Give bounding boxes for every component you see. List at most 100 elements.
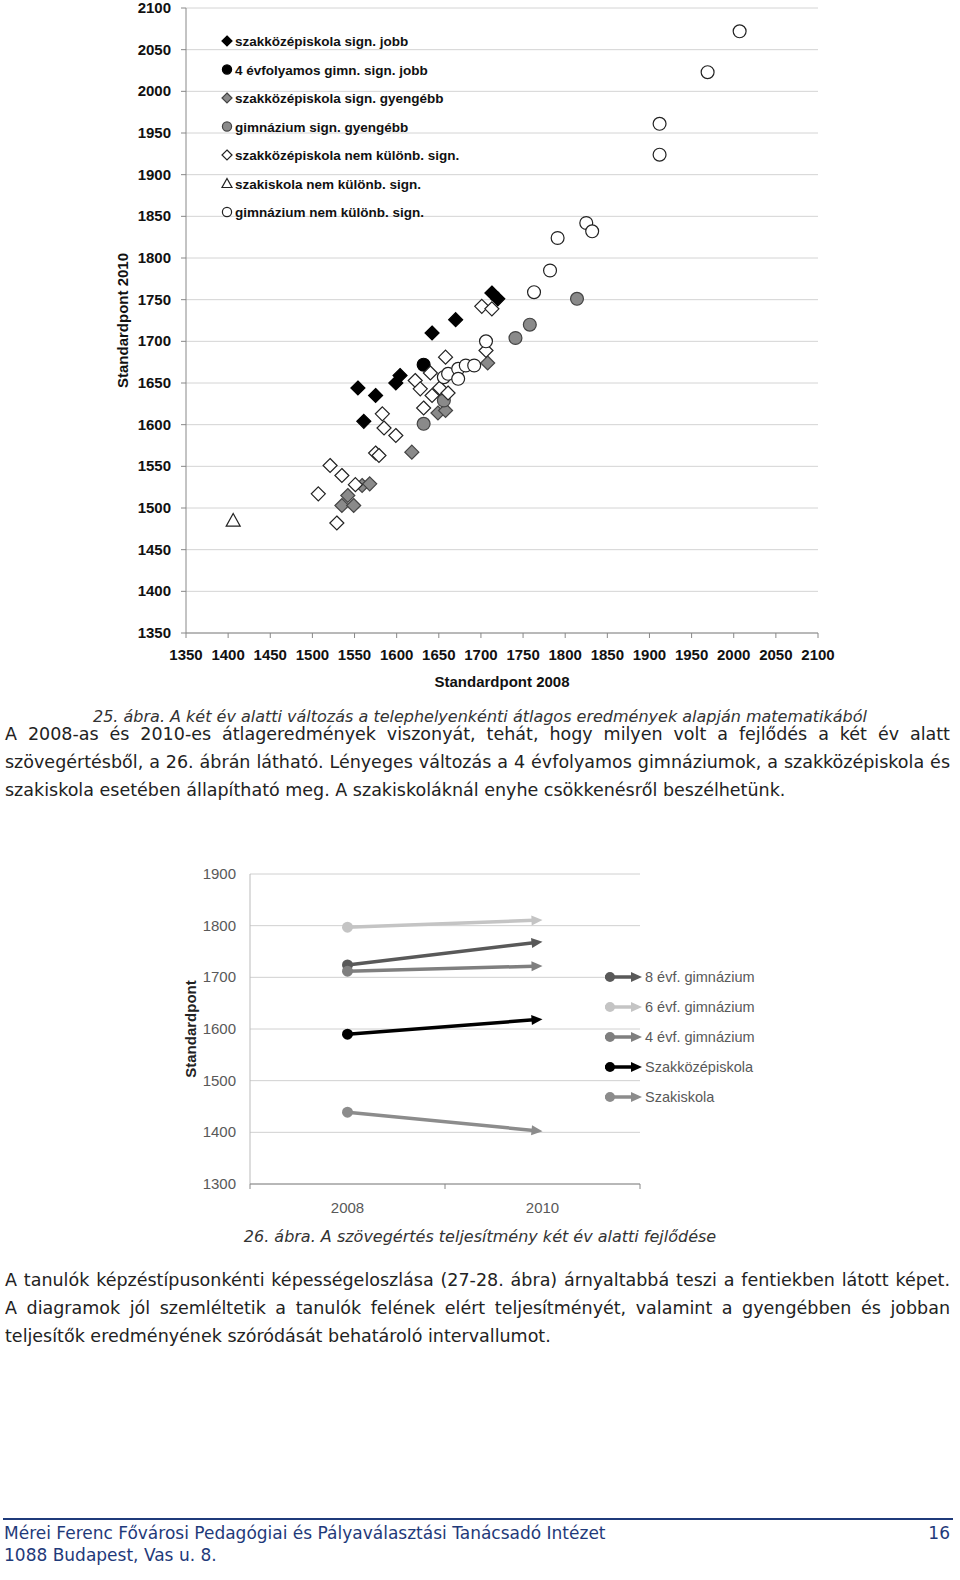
grid-line [186, 8, 818, 9]
y-tick-label: 2100 [138, 0, 171, 16]
legend-arrow [631, 1032, 642, 1042]
x-tick [445, 1184, 446, 1189]
x-tick-label: 1350 [169, 646, 202, 663]
grid-line [186, 508, 818, 509]
grid-line [250, 1080, 640, 1081]
y-tick-label: 1400 [203, 1123, 236, 1140]
y-tick-label: 1600 [203, 1020, 236, 1037]
footer-address: 1088 Budapest, Vas u. 8. [4, 1545, 217, 1565]
legend-marker [605, 1032, 615, 1042]
y-tick-label: 2050 [138, 41, 171, 58]
point [405, 445, 419, 459]
legend-marker [605, 1062, 615, 1072]
x-tick-label: 1900 [633, 646, 666, 663]
legend-label: gimnázium sign. gyengébb [235, 120, 408, 135]
x-tick [565, 633, 566, 638]
legend: szakközépiskola sign. jobb4 évfolyamos g… [222, 34, 459, 220]
y-tick [181, 91, 186, 92]
x-tick [818, 633, 819, 638]
point [441, 386, 455, 400]
y-tick [181, 133, 186, 134]
legend-label: 4 évf. gimnázium [645, 1029, 755, 1045]
y-tick-label: 1900 [138, 166, 171, 183]
point [551, 232, 564, 245]
point [653, 148, 666, 161]
x-tick [438, 633, 439, 638]
point [413, 382, 427, 396]
y-tick [181, 174, 186, 175]
y-tick [181, 591, 186, 592]
legend-marker [222, 207, 231, 216]
series-line [348, 966, 534, 971]
legend-label: szakközépiskola sign. gyengébb [235, 91, 444, 106]
y-tick-label: 1600 [138, 416, 171, 433]
x-tick-label: 2100 [801, 646, 834, 663]
legend-label: 8 évf. gimnázium [645, 969, 755, 985]
x-tick [607, 633, 608, 638]
x-axis [186, 633, 818, 634]
x-tick-label: 1950 [675, 646, 708, 663]
legend-label: Szakiskola [645, 1089, 715, 1105]
legend-marker [222, 150, 232, 160]
y-tick-label: 1950 [138, 124, 171, 141]
legend-label: gimnázium nem különb. sign. [235, 205, 424, 220]
point [342, 966, 353, 977]
point [480, 335, 493, 348]
x-tick [640, 1184, 641, 1189]
point [357, 414, 371, 428]
y-tick [181, 258, 186, 259]
point [653, 117, 666, 130]
legend-arrow [631, 972, 642, 982]
point [468, 359, 481, 372]
lines [342, 915, 543, 1135]
point [342, 1029, 353, 1040]
x-tick [649, 633, 650, 638]
x-tick [354, 633, 355, 638]
x-tick-label: 1750 [506, 646, 539, 663]
point [449, 313, 463, 327]
point [544, 264, 557, 277]
x-tick-label: 1450 [254, 646, 287, 663]
point [335, 469, 349, 483]
grid-line [250, 1132, 640, 1133]
series-line [348, 1020, 534, 1034]
point [377, 421, 391, 435]
y-tick [181, 341, 186, 342]
figure-caption: 25. ábra. A két év alatti változás a tel… [0, 707, 960, 726]
y-tick-label: 1650 [138, 374, 171, 391]
x-tick-label: 1550 [338, 646, 371, 663]
y-tick-label: 1500 [203, 1072, 236, 1089]
legend-marker [222, 179, 232, 188]
point [311, 487, 325, 501]
point [342, 1107, 353, 1118]
series-line [348, 920, 534, 927]
legend-label: Szakközépiskola [645, 1059, 754, 1075]
y-tick [181, 424, 186, 425]
point [417, 401, 431, 415]
x-tick-label: 2000 [717, 646, 750, 663]
grid-line [186, 466, 818, 467]
y-tick-label: 1350 [138, 624, 171, 641]
x-tick [691, 633, 692, 638]
grid-line [186, 591, 818, 592]
point [417, 417, 430, 430]
point [363, 477, 377, 491]
legend-marker [605, 1002, 615, 1012]
grid-line [186, 258, 818, 259]
legend-marker [222, 122, 231, 131]
legend-label: szakközépiskola nem különb. sign. [235, 148, 459, 163]
y-tick-label: 1700 [138, 332, 171, 349]
y-tick-label: 2000 [138, 82, 171, 99]
y-axis [250, 874, 251, 1184]
grid-line [186, 424, 818, 425]
point [375, 407, 389, 421]
y-tick [181, 383, 186, 384]
x-tick-label: 2008 [331, 1199, 364, 1216]
paragraph: A 2008-as és 2010-es átlageredmények vis… [5, 720, 950, 804]
y-tick-label: 1800 [203, 917, 236, 934]
legend-marker [605, 1092, 615, 1102]
legend: 8 évf. gimnázium6 évf. gimnázium4 évf. g… [605, 969, 755, 1105]
point [425, 326, 439, 340]
y-axis-title: Standardpont 2010 [114, 253, 131, 388]
footer-rule [3, 1518, 953, 1520]
